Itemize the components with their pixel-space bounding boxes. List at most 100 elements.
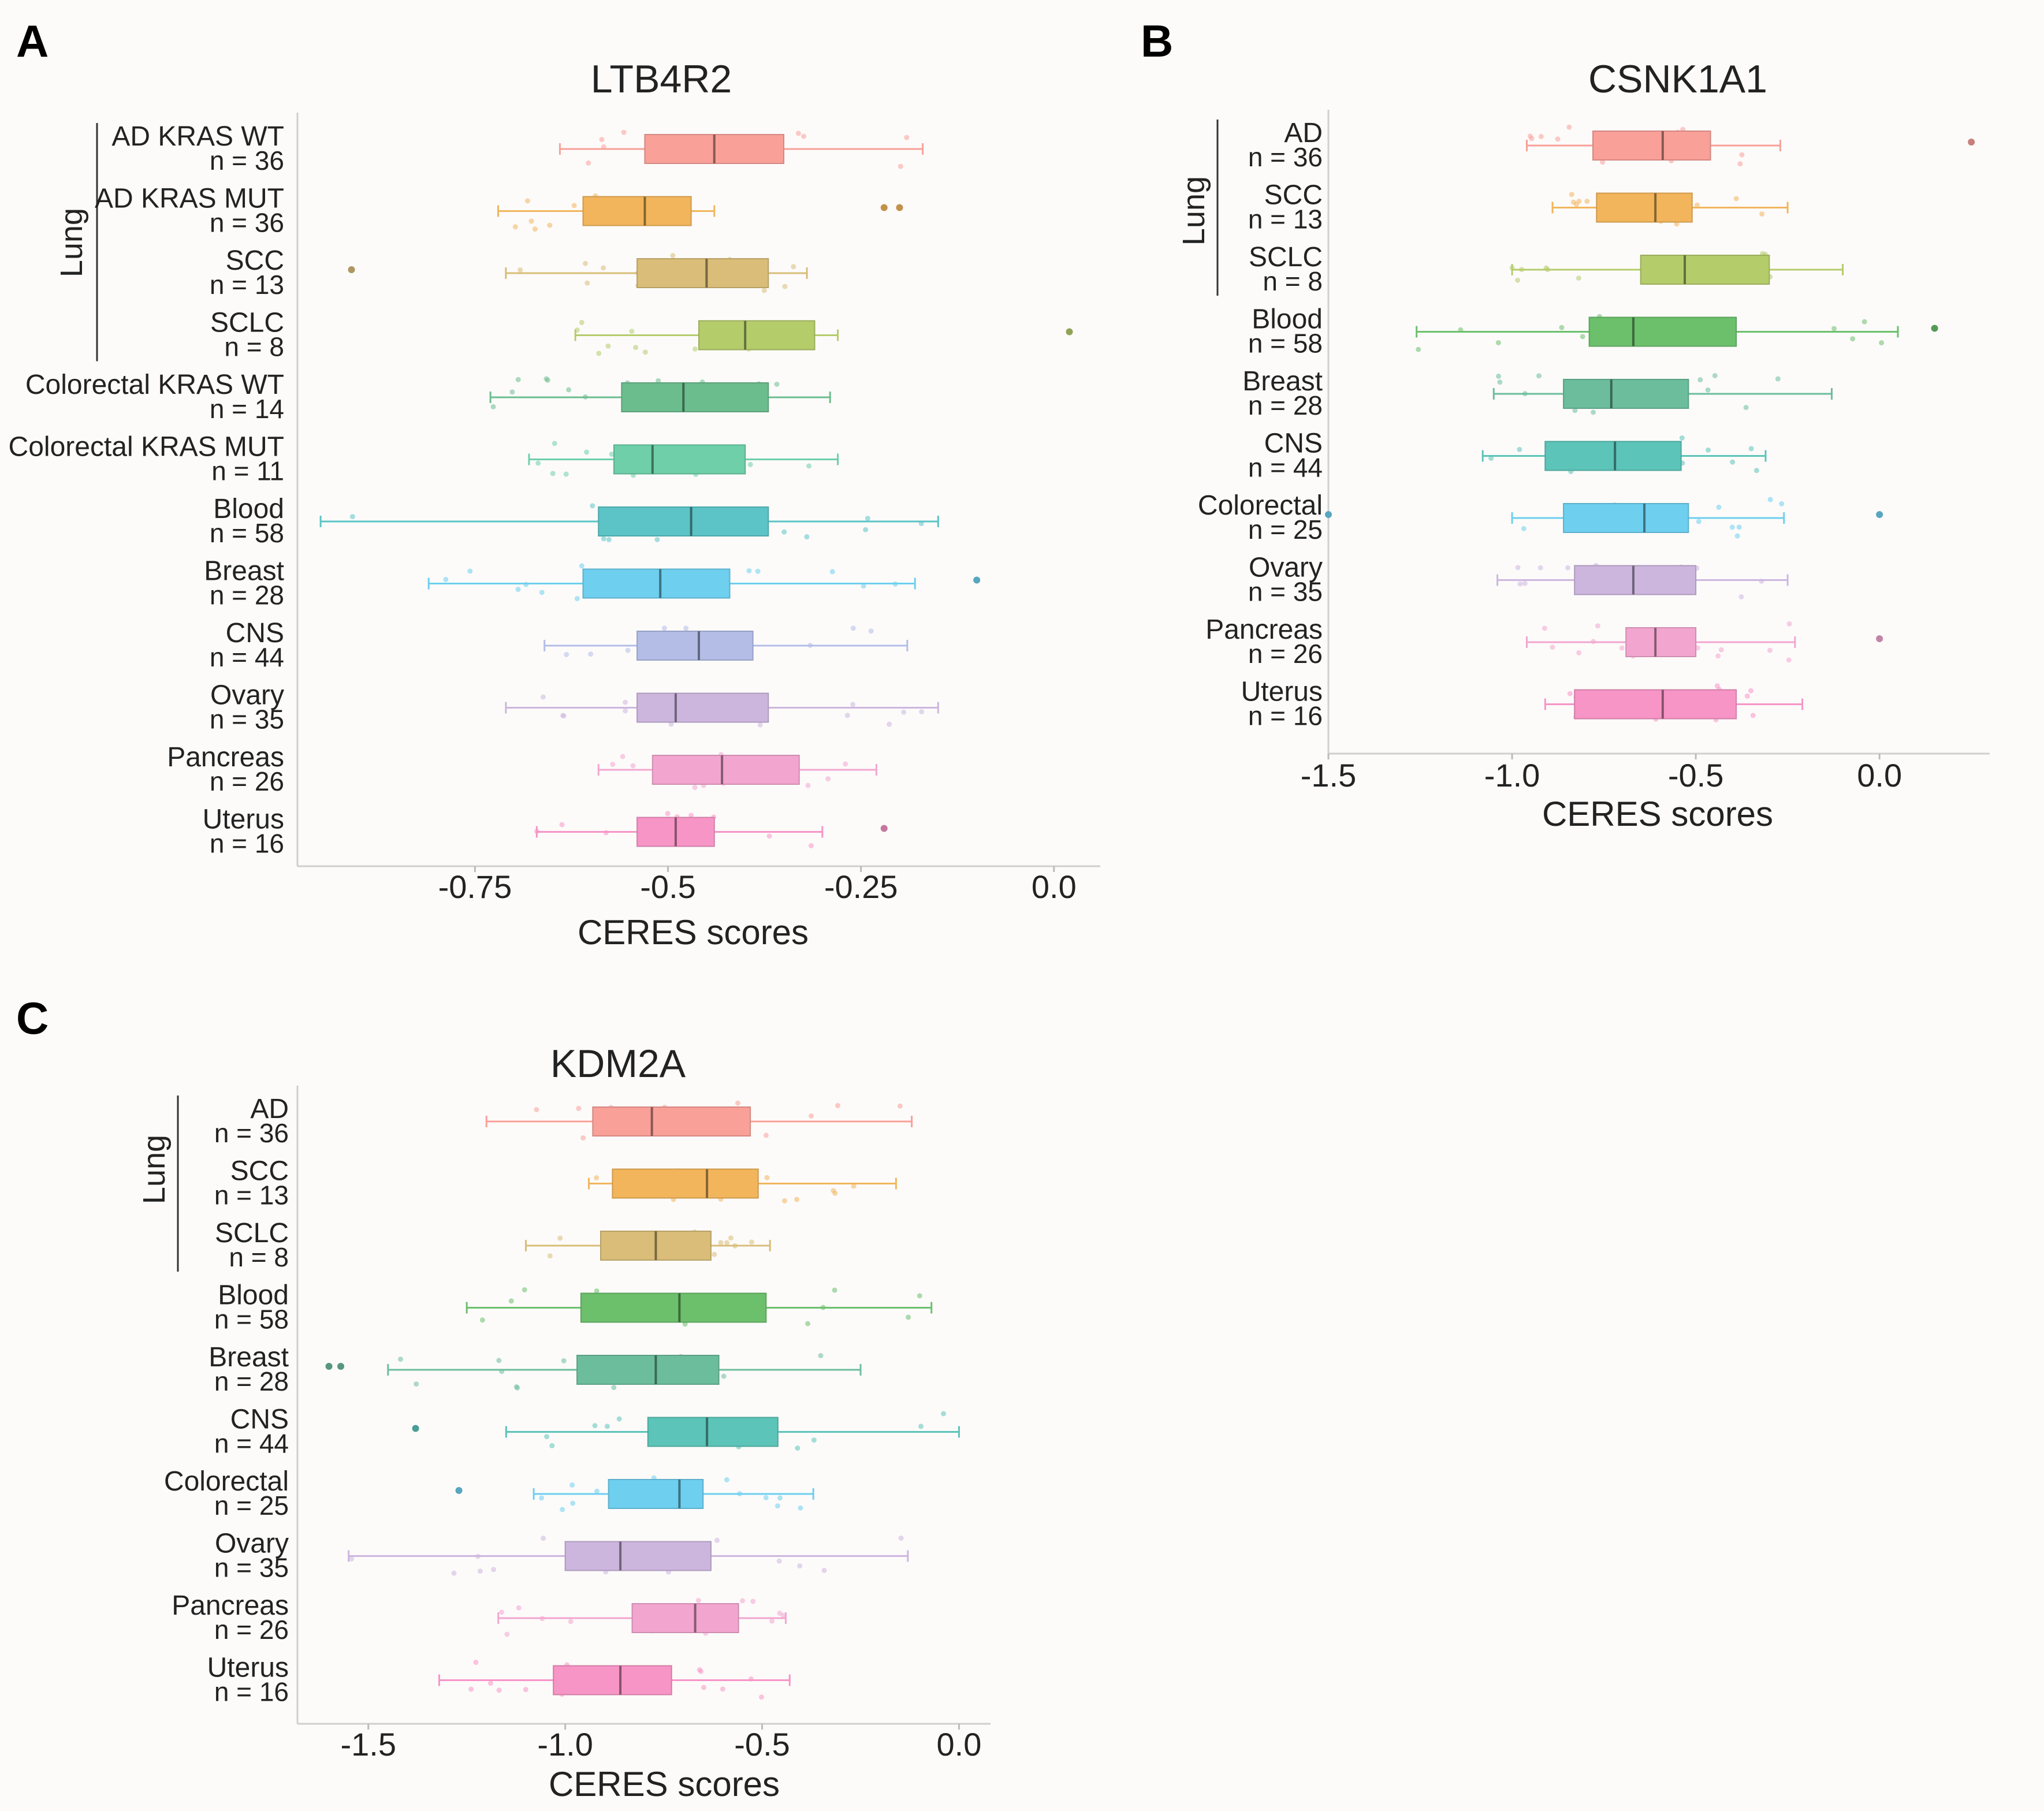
box — [598, 506, 769, 536]
category-label: AD — [1284, 118, 1323, 148]
data-point — [543, 376, 549, 382]
category-label: Blood — [1252, 304, 1323, 335]
sample-size-label: n = 25 — [1248, 515, 1323, 545]
data-point — [584, 449, 590, 455]
x-tick-label: -0.5 — [734, 1726, 790, 1762]
data-point — [665, 811, 671, 817]
x-axis-label-b: CERES scores — [1542, 795, 1773, 833]
category-label: Uterus — [203, 804, 284, 835]
data-point — [782, 284, 788, 289]
sample-size-label: n = 44 — [1248, 453, 1323, 483]
data-point — [477, 1568, 483, 1574]
x-tick-label: -1.0 — [537, 1726, 593, 1762]
data-point — [1527, 133, 1533, 139]
data-point — [586, 160, 591, 166]
data-point — [539, 590, 545, 595]
data-point — [1537, 565, 1543, 571]
data-point — [547, 222, 553, 228]
panel-label-b: B — [1141, 16, 1173, 66]
data-point — [776, 1558, 782, 1564]
data-point — [1714, 683, 1720, 689]
data-point — [1600, 159, 1606, 165]
data-point — [604, 1424, 610, 1429]
x-tick-label: -1.5 — [340, 1726, 396, 1762]
data-point — [479, 1317, 485, 1323]
data-point — [1515, 565, 1521, 571]
category-label: SCC — [226, 245, 284, 276]
category-label: Pancreas — [1205, 614, 1323, 645]
category-label: SCLC — [210, 308, 284, 338]
data-point — [414, 1381, 419, 1387]
data-point — [695, 1597, 701, 1603]
x-tick-label: 0.0 — [937, 1726, 982, 1762]
data-point — [688, 813, 694, 818]
box-group — [497, 1597, 787, 1637]
sample-size-label: n = 26 — [210, 766, 284, 796]
data-point — [1786, 621, 1792, 627]
data-point — [611, 1385, 617, 1391]
data-point — [829, 569, 835, 575]
box-group — [348, 253, 808, 293]
data-point — [850, 625, 856, 631]
data-point — [504, 1631, 510, 1637]
category-label: Breast — [209, 1342, 289, 1373]
data-point — [570, 1500, 576, 1506]
data-point — [897, 1103, 903, 1109]
data-point — [801, 133, 807, 139]
data-point — [566, 387, 572, 393]
sample-size-label: n = 44 — [214, 1429, 289, 1459]
data-point — [1584, 199, 1590, 204]
panel-a: A LTB4R2 -0.75 -0.5 -0.25 0.0AD KRAS WTn = … — [9, 16, 1100, 952]
data-point — [610, 762, 616, 767]
data-point — [550, 471, 556, 476]
data-point — [496, 1358, 502, 1363]
data-point — [941, 1411, 947, 1417]
data-point — [1850, 336, 1856, 342]
data-point — [1574, 202, 1580, 207]
data-point — [349, 1556, 355, 1562]
data-point — [791, 264, 796, 270]
data-point — [623, 699, 628, 705]
data-point — [1416, 346, 1421, 352]
bracket-label-c: Lung — [137, 1135, 172, 1204]
data-point — [906, 1314, 911, 1320]
data-point — [1753, 468, 1759, 474]
chart-title-b: CSNK1A1 — [1588, 57, 1767, 101]
data-point — [1555, 136, 1561, 142]
outlier-point — [1325, 511, 1332, 518]
data-point — [588, 651, 594, 657]
data-point — [712, 1251, 717, 1257]
box-group — [1526, 124, 1975, 167]
category-label: Breast — [1242, 366, 1323, 397]
data-point — [1495, 340, 1501, 345]
data-point — [1733, 196, 1739, 202]
data-point — [763, 1495, 769, 1500]
data-point — [1748, 688, 1753, 694]
data-point — [769, 1618, 775, 1624]
outlier-point — [348, 266, 355, 273]
data-point — [919, 709, 925, 714]
box — [631, 1603, 739, 1633]
data-point — [564, 651, 569, 657]
data-point — [549, 1443, 555, 1448]
data-point — [904, 135, 910, 140]
sample-size-label: n = 36 — [210, 146, 284, 176]
data-point — [683, 625, 689, 631]
data-point — [692, 785, 698, 791]
data-point — [1522, 580, 1528, 586]
data-point — [661, 625, 667, 631]
sample-size-label: n = 8 — [224, 332, 284, 362]
data-point — [844, 713, 850, 718]
data-point — [887, 721, 892, 727]
data-point — [596, 351, 602, 356]
data-point — [601, 536, 606, 542]
data-point — [1569, 192, 1574, 198]
sample-size-label: n = 8 — [229, 1242, 289, 1272]
box-group — [534, 811, 888, 848]
x-tick-label: 0.0 — [1857, 757, 1902, 793]
sample-size-label: n = 11 — [211, 456, 284, 486]
data-point — [1559, 325, 1565, 330]
data-point — [515, 377, 521, 382]
box-group — [427, 563, 981, 602]
